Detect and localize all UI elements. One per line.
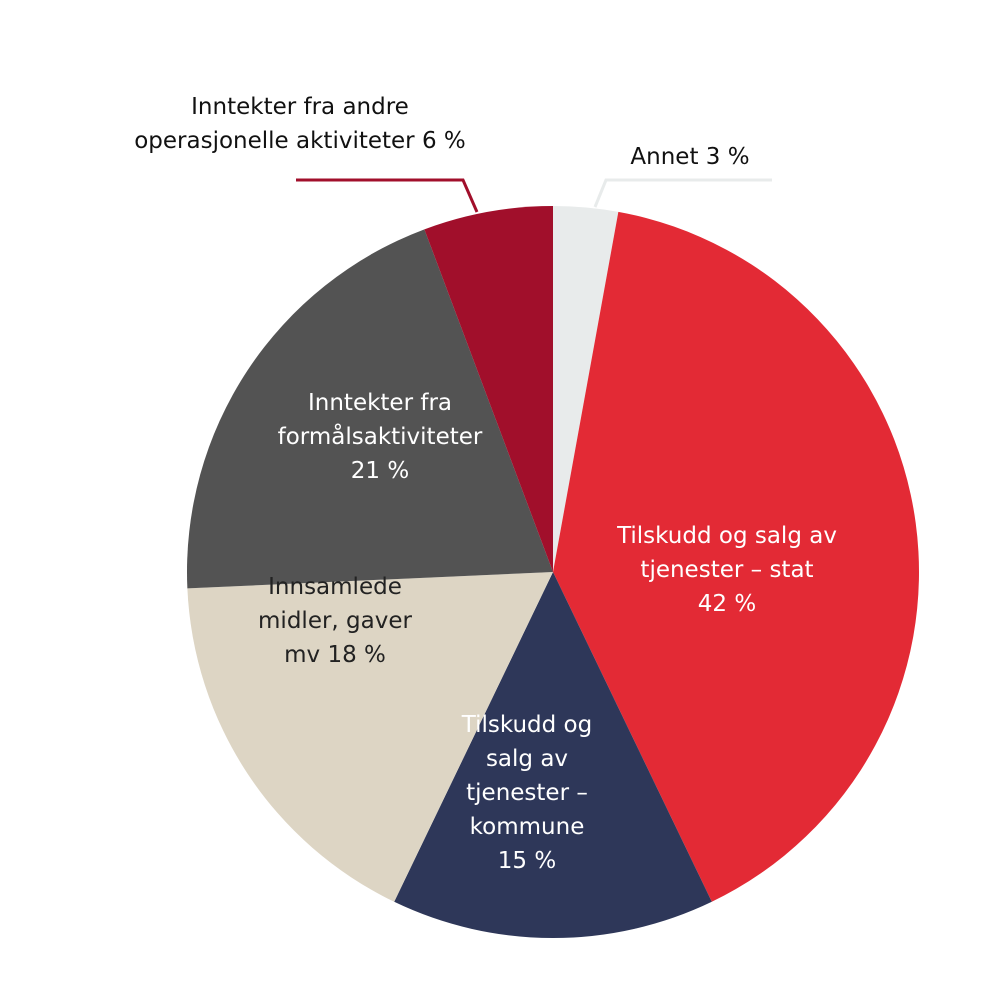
category-label: Tilskudd og salg av tjenester – stat (617, 523, 837, 583)
slice-label: Annet 3 % (590, 140, 790, 174)
value-label: 21 % (350, 458, 410, 484)
slice-label: Innsamlede midler, gaver mv 18 % (245, 570, 425, 672)
value-label: 15 % (497, 848, 557, 874)
leader-line (593, 178, 772, 208)
pie-slice (424, 206, 553, 572)
pie-slice (187, 572, 553, 902)
category-label: Inntekter fra andre operasjonelle aktivi… (134, 94, 415, 154)
pie-slice (394, 572, 712, 938)
pie-slice (553, 211, 919, 902)
pie-slice (186, 229, 553, 589)
value-label: 42 % (697, 591, 757, 617)
pie-slice (553, 206, 619, 572)
category-label: Innsamlede midler, gaver mv (258, 574, 412, 668)
category-label: Tilskudd og salg av tjenester – kommune (461, 712, 593, 840)
category-label: Inntekter fra formålsaktiviteter (277, 390, 483, 450)
slice-label: Inntekter fra andre operasjonelle aktivi… (130, 90, 470, 158)
slice-label: Tilskudd og salg av tjenester – stat 42 … (597, 519, 857, 621)
slice-label: Tilskudd og salg av tjenester – kommune … (442, 708, 612, 878)
value-label: 3 % (705, 144, 750, 170)
value-label: 18 % (327, 642, 386, 668)
category-label: Annet (630, 144, 699, 170)
value-label: 6 % (421, 128, 466, 154)
leader-line (296, 178, 479, 213)
slice-label: Inntekter fra formålsaktiviteter 21 % (260, 386, 500, 488)
